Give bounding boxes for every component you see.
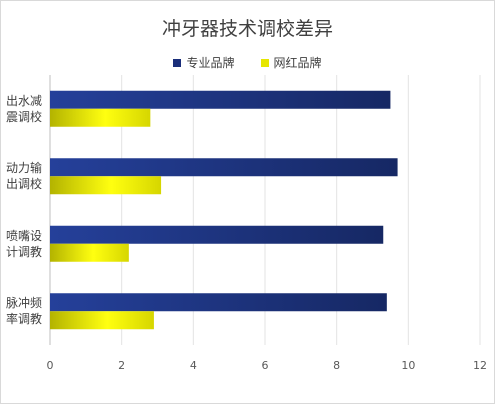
y-category-label: 出水减 震调校 (5, 93, 42, 124)
bar-series-1 (50, 158, 398, 177)
bar-series-2 (50, 108, 151, 127)
x-tick-label: 2 (118, 359, 125, 372)
y-category-label: 脉冲频 率调教 (5, 296, 42, 327)
legend-item-series-1: 专业品牌 (173, 54, 235, 71)
x-tick-label: 4 (190, 359, 197, 372)
legend-swatch-series-1 (173, 58, 182, 67)
chart-title: 冲牙器技术调校差异 (161, 18, 333, 40)
legend-swatch-series-2 (260, 58, 269, 67)
x-tick-label: 12 (473, 359, 487, 372)
y-category-label: 动力输 出调校 (5, 161, 42, 192)
y-category-label: 喷嘴设 计调教 (5, 228, 42, 259)
x-tick-label: 10 (401, 359, 415, 372)
x-tick-label: 6 (262, 359, 269, 372)
bar-series-1 (50, 90, 391, 109)
bar-series-1 (50, 225, 384, 244)
legend-label-series-2: 网红品牌 (273, 56, 322, 70)
bar-series-1 (50, 293, 387, 312)
bar-series-2 (50, 311, 154, 330)
bar-series-2 (50, 176, 162, 195)
bar-series-2 (50, 243, 129, 262)
x-tick-label: 0 (47, 359, 54, 372)
x-tick-label: 8 (333, 359, 340, 372)
legend: 专业品牌 网红品牌 (0, 54, 495, 71)
legend-label-series-1: 专业品牌 (186, 56, 235, 70)
legend-item-series-2: 网红品牌 (260, 54, 322, 71)
